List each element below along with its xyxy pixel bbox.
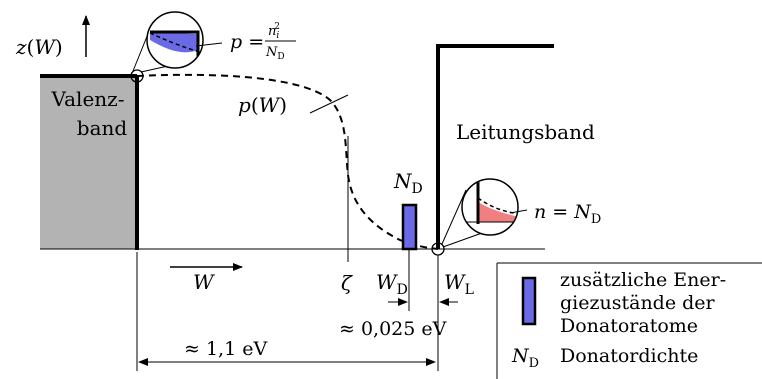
magnifier-link-left-2 — [140, 65, 169, 73]
legend-donor-text-2: giezustände der — [560, 292, 716, 314]
occupancy-curve — [136, 73, 439, 250]
band-gap-label: ≈ 1,1 eV — [184, 338, 267, 360]
conduction-edge-label: WL — [444, 270, 474, 298]
electron-density-magnifier — [461, 178, 519, 236]
legend-donor-text-1: zusätzliche Ener- — [560, 269, 726, 291]
legend-density-symbol: ND — [511, 345, 539, 371]
energy-axis-label: W — [193, 270, 215, 294]
axis-label: z(W) — [15, 35, 63, 59]
conduction-band-label: Leitungsband — [456, 120, 595, 144]
valence-band-label: Valenz- — [51, 87, 125, 111]
hole-density-numerator: ni2 — [268, 22, 280, 41]
electron-density-pointer — [509, 209, 528, 214]
hole-density-denominator: ND — [265, 45, 285, 62]
occupancy-curve-pointer — [309, 94, 349, 114]
electron-density-fill — [478, 202, 518, 222]
electron-density-formula: n = ND — [534, 201, 601, 227]
donor-level-bar — [401, 203, 418, 251]
hole-density-magnifier — [146, 11, 204, 69]
donor-energy-label: WD — [376, 270, 408, 298]
fermi-level-label: ζ — [341, 271, 353, 295]
valence-band — [40, 77, 136, 249]
valence-edge-marker — [130, 69, 144, 83]
hole-density-pointer — [195, 42, 223, 47]
valence-band-label-2: band — [77, 116, 128, 140]
magnifier-link-right-2 — [442, 232, 483, 248]
donor-gap-label: ≈ 0,025 eV — [339, 318, 447, 340]
legend-donor-swatch — [521, 276, 537, 326]
legend-density-text: Donatordichte — [560, 345, 698, 367]
donor-level-label: ND — [393, 169, 423, 197]
legend-donor-text-3: Donatoratome — [560, 315, 698, 337]
hole-density-formula: p = — [230, 31, 264, 53]
occupancy-curve-label: p(W) — [238, 93, 287, 117]
legend: zusätzliche Ener- giezustände der Donato… — [496, 262, 762, 379]
magnifier-link-right — [441, 189, 467, 245]
